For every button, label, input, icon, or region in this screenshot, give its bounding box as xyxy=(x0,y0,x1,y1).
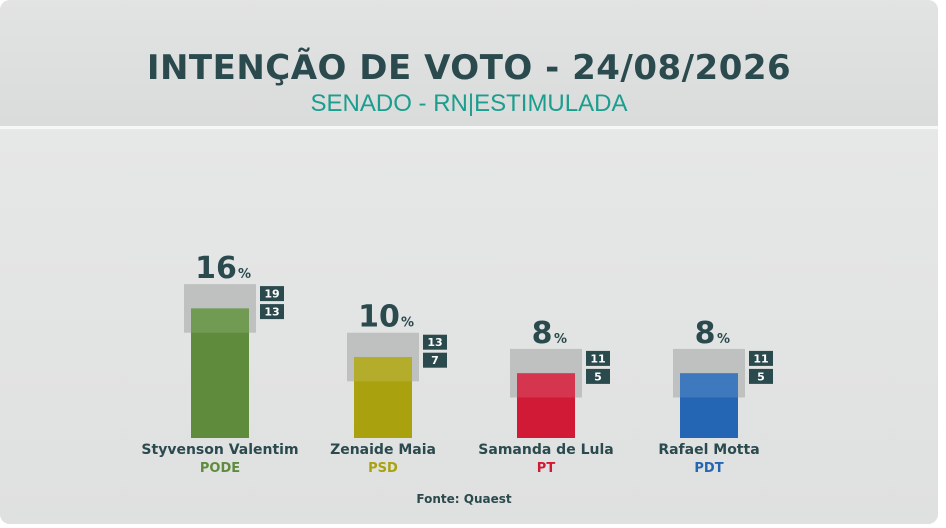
ci-overlap xyxy=(354,357,412,382)
ci-upper-label: 11 xyxy=(753,352,768,365)
ci-lower-badge xyxy=(423,352,447,368)
ci-lower-badge xyxy=(749,368,773,384)
ci-lower-label: 13 xyxy=(264,306,279,319)
party-label: PSD xyxy=(368,461,398,476)
category-label: Samanda de Lula xyxy=(478,442,613,458)
ci-lower-label: 5 xyxy=(757,370,765,383)
ci-upper-label: 13 xyxy=(427,336,442,349)
ci-upper-badge xyxy=(423,334,447,350)
ci-upper-badge xyxy=(260,286,284,302)
ci-lower-badge xyxy=(586,368,610,384)
chart-title: INTENÇÃO DE VOTO - 24/08/2026 xyxy=(146,48,792,88)
bar xyxy=(517,373,575,438)
data-label: 8 xyxy=(695,316,716,351)
header-divider xyxy=(0,126,938,129)
ci-overlap xyxy=(680,373,738,398)
party-label: PT xyxy=(537,461,556,476)
ci-upper-label: 19 xyxy=(264,288,279,301)
bar xyxy=(191,308,249,438)
ci-lower-badge xyxy=(260,304,284,320)
party-label: PDT xyxy=(694,461,723,476)
bar xyxy=(354,357,412,438)
data-label-unit: % xyxy=(238,267,251,282)
ci-upper-badge xyxy=(749,350,773,366)
chart-subtitle: SENADO - RN|ESTIMULADA xyxy=(310,90,628,117)
category-label: Styvenson Valentim xyxy=(141,442,298,458)
bar xyxy=(680,373,738,438)
data-label: 16 xyxy=(195,251,237,286)
data-label: 10 xyxy=(358,300,400,335)
party-label: PODE xyxy=(200,461,240,476)
ci-overlap xyxy=(517,373,575,398)
ci-upper-label: 11 xyxy=(590,352,605,365)
data-label-unit: % xyxy=(717,332,730,347)
ci-overlap xyxy=(191,308,249,333)
category-label: Zenaide Maia xyxy=(330,442,436,458)
source-label: Fonte: Quaest xyxy=(416,492,511,506)
data-label-unit: % xyxy=(554,332,567,347)
data-label-unit: % xyxy=(401,316,414,331)
chart-area xyxy=(0,130,938,524)
ci-lower-label: 5 xyxy=(594,370,602,383)
ci-upper-badge xyxy=(586,350,610,366)
data-label: 8 xyxy=(532,316,553,351)
chart-header xyxy=(0,0,938,126)
category-label: Rafael Motta xyxy=(658,442,759,458)
ci-lower-label: 7 xyxy=(431,354,439,367)
